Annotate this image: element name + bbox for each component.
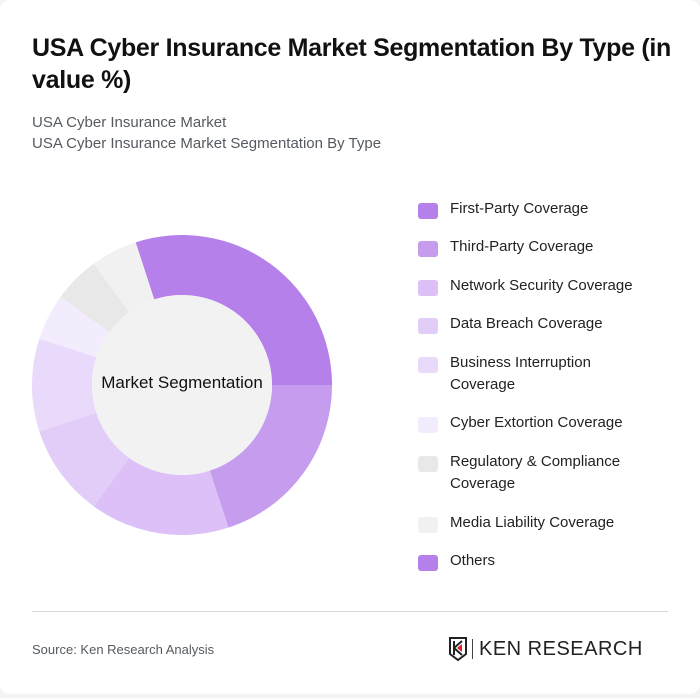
- legend-label: Network Security Coverage: [450, 277, 633, 294]
- footer-divider: [32, 611, 668, 612]
- legend-label: Third-Party Coverage: [450, 238, 594, 255]
- slice-regulatory-compliance-coverage: [60, 263, 130, 333]
- legend-swatch-icon: [418, 417, 438, 433]
- ken-logo-icon: [449, 637, 467, 662]
- legend-swatch-icon: [418, 280, 438, 296]
- legend-swatch-icon: [418, 555, 438, 571]
- legend-label: Business Interruption Coverage: [450, 354, 591, 393]
- slice-first-party-coverage: [135, 235, 332, 385]
- legend-item: Business Interruption Coverage: [418, 352, 630, 396]
- breadcrumb-segmentation: USA Cyber Insurance Market Segmentation …: [32, 135, 382, 152]
- legend-label: Data Breach Coverage: [450, 315, 603, 332]
- chart-center-label: Market Segmentation: [101, 373, 263, 392]
- legend-item: Network Security Coverage: [418, 275, 633, 297]
- slice-third-party-coverage: [209, 385, 332, 528]
- legend-label: Cyber Extortion Coverage: [450, 414, 623, 431]
- legend-swatch-icon: [418, 241, 438, 257]
- page-title: USA Cyber Insurance Market Segmentation …: [32, 34, 672, 94]
- legend-swatch-icon: [418, 517, 438, 533]
- logo-separator: [472, 639, 473, 659]
- slice-media-liability-coverage: [93, 242, 155, 313]
- legend-item: Data Breach Coverage: [418, 313, 603, 335]
- slice-cyber-extortion-coverage: [39, 296, 110, 358]
- legend-swatch-icon: [418, 456, 438, 472]
- legend-swatch-icon: [418, 203, 438, 219]
- breadcrumb-market: USA Cyber Insurance Market: [32, 114, 227, 131]
- source-note: Source: Ken Research Analysis: [32, 642, 215, 657]
- legend-label: Regulatory & Compliance Coverage: [450, 453, 621, 492]
- legend-item: Regulatory & Compliance Coverage: [418, 451, 630, 495]
- legend-item: Cyber Extortion Coverage: [418, 412, 623, 434]
- legend-item: First-Party Coverage: [418, 198, 588, 220]
- donut-hole: [92, 295, 272, 475]
- legend-label: First-Party Coverage: [450, 200, 589, 217]
- ken-research-logo: KEN RESEARCH: [448, 636, 643, 662]
- legend-swatch-icon: [418, 318, 438, 334]
- donut-chart: [32, 235, 332, 535]
- logo-text: KEN RESEARCH: [479, 637, 643, 660]
- legend-swatch-icon: [418, 357, 438, 373]
- legend-item: Others: [418, 550, 495, 572]
- slice-network-security-coverage: [93, 457, 229, 535]
- slice-data-breach-coverage: [39, 412, 130, 507]
- slice-business-interruption-coverage: [32, 338, 97, 432]
- legend-label: Others: [450, 552, 496, 569]
- legend-label: Media Liability Coverage: [450, 514, 615, 531]
- legend-item: Third-Party Coverage: [418, 236, 593, 258]
- legend-item: Media Liability Coverage: [418, 512, 614, 534]
